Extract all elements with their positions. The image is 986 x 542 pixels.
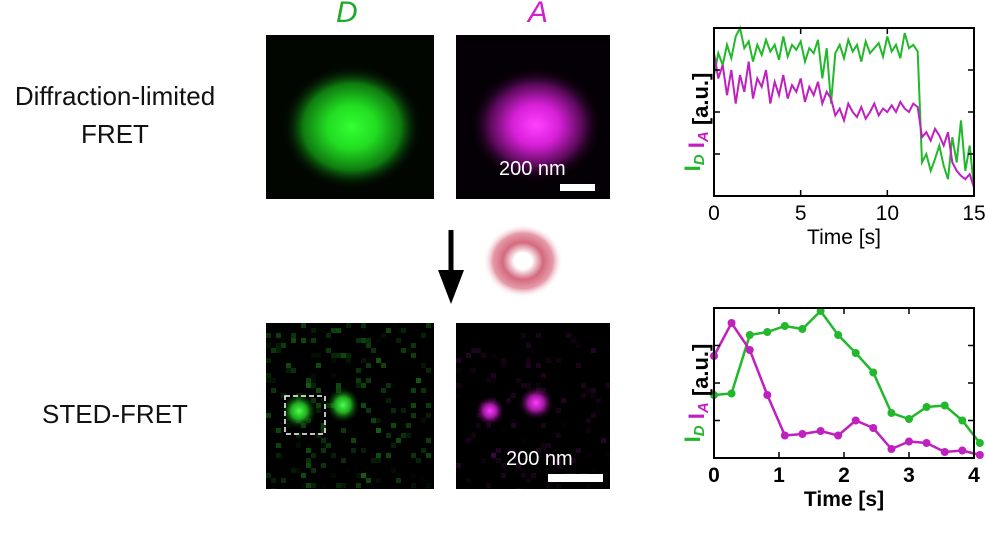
y-label-donor-sub: D <box>691 154 708 165</box>
data-point-donor <box>834 331 843 339</box>
acceptor-image-diffraction-graphic <box>456 35 610 199</box>
data-point-acceptor <box>869 424 878 432</box>
data-point-donor <box>727 389 736 398</box>
y-label-donor: I <box>680 165 705 171</box>
data-point-acceptor <box>763 391 772 399</box>
acceptor-image-sted: 200 nm <box>456 323 610 489</box>
x-tick-label: 0 <box>708 202 720 225</box>
x-tick-label: 15 <box>962 202 985 225</box>
data-point-donor <box>922 403 931 411</box>
data-point-acceptor <box>958 446 967 455</box>
data-point-acceptor <box>905 437 913 446</box>
data-point-acceptor <box>940 448 949 456</box>
y-axis-label-text: ID IA [a.u.] <box>680 344 713 443</box>
row-label-diffraction-line2: FRET <box>81 119 149 149</box>
plot-frame <box>713 27 975 197</box>
scale-bar-sted <box>548 474 603 482</box>
series-line-acceptor <box>712 320 981 457</box>
y-label-acceptor-sub: A <box>695 131 712 143</box>
data-point-acceptor <box>780 431 789 440</box>
series-line-acceptor <box>713 53 975 188</box>
selection-box <box>284 395 326 435</box>
y-label-donor: I <box>680 436 705 442</box>
donor-image-sted <box>266 323 434 489</box>
data-point-acceptor <box>798 430 807 438</box>
data-point-donor <box>780 322 789 330</box>
data-point-acceptor <box>816 427 825 435</box>
x-tick-label: 0 <box>708 464 720 487</box>
data-point-acceptor <box>727 319 736 327</box>
data-point-donor <box>745 331 754 339</box>
data-point-acceptor <box>745 346 754 354</box>
channel-label-acceptor: A <box>528 0 549 29</box>
x-tick-label: 3 <box>903 464 915 487</box>
series-line-donor <box>713 25 975 188</box>
y-label-unit: [a.u.] <box>688 344 713 403</box>
x-tick-label: 1 <box>773 464 785 487</box>
donor-image-diffraction-graphic <box>266 35 434 199</box>
x-tick-label: 5 <box>795 202 807 225</box>
y-axis-label-text: ID IA [a.u.] <box>680 73 713 172</box>
x-tick-label: 4 <box>968 464 980 487</box>
scale-bar-diffraction <box>560 184 595 191</box>
data-point-acceptor <box>834 431 843 440</box>
data-point-donor <box>887 409 896 417</box>
data-point-donor <box>869 368 878 377</box>
acceptor-image-diffraction: 200 nm <box>456 35 610 199</box>
row-label-diffraction-line1: Diffraction-limited <box>14 81 216 111</box>
data-point-acceptor <box>975 451 984 459</box>
donor-image-sted-graphic <box>266 323 434 489</box>
x-axis-label: Time [s] <box>807 226 881 249</box>
row-label-sted: STED-FRET <box>42 399 188 429</box>
data-point-donor <box>798 325 807 333</box>
data-point-acceptor <box>851 416 860 425</box>
data-point-acceptor <box>922 439 931 447</box>
acceptor-image-sted-graphic <box>456 323 610 489</box>
y-label-donor-sub: D <box>691 425 708 436</box>
channel-label-donor: D <box>336 0 358 29</box>
scale-bar-label-diffraction: 200 nm <box>499 158 566 180</box>
down-arrow-icon <box>438 230 464 304</box>
x-tick-label: 10 <box>876 202 899 225</box>
data-point-donor <box>851 349 860 357</box>
data-point-donor <box>940 401 949 410</box>
data-point-donor <box>975 439 984 447</box>
row-label-diffraction: Diffraction-limited FRET <box>0 77 230 153</box>
y-axis-label: ID IA [a.u.] <box>680 73 713 172</box>
x-axis-label: Time [s] <box>804 488 884 511</box>
data-point-donor <box>763 328 772 336</box>
y-axis-label: ID IA [a.u.] <box>680 344 713 443</box>
y-label-unit: [a.u.] <box>688 73 713 132</box>
data-point-donor <box>958 416 967 425</box>
scale-bar-label-sted: 200 nm <box>506 448 573 470</box>
x-tick-label: 2 <box>838 464 850 487</box>
y-label-acceptor: I <box>684 142 709 148</box>
y-label-acceptor-sub: A <box>695 402 712 414</box>
donor-image-diffraction <box>266 35 434 199</box>
plot-frame <box>713 307 975 459</box>
y-label-acceptor: I <box>684 413 709 419</box>
sted-donut-icon <box>483 224 563 298</box>
data-point-acceptor <box>887 445 896 453</box>
series-line-donor <box>713 309 981 444</box>
data-point-donor <box>905 415 913 423</box>
